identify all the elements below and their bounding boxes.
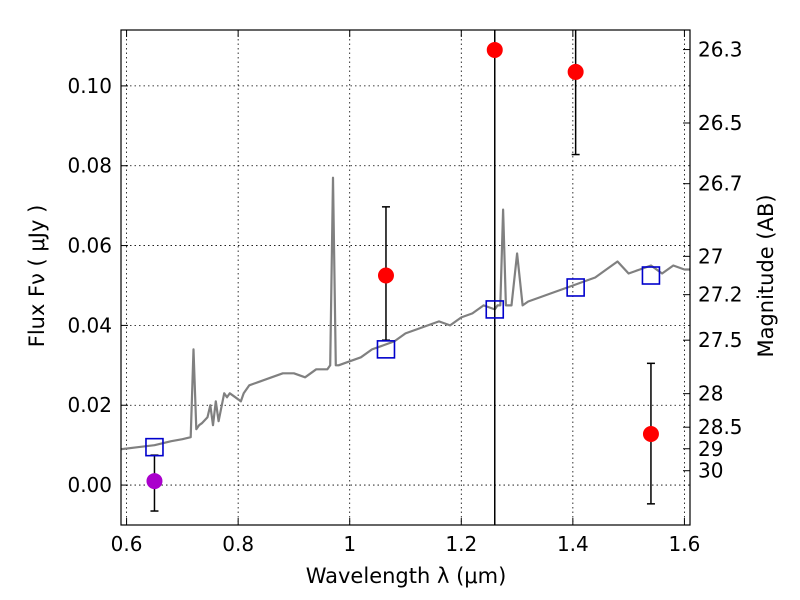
y-axis-label: Flux Fν ( μJy ) [25,205,49,348]
x-tick-label: 1.4 [557,532,589,556]
observed-point-marker [567,63,584,80]
right-tick-label: 28 [698,382,723,406]
y-tick-label: 0.06 [67,234,112,258]
right-axis-label: Magnitude (AB) [754,194,778,357]
x-tick-label: 1 [343,532,356,556]
y-tick-label: 0.00 [67,473,112,497]
x-tick-label: 1.6 [669,532,701,556]
model-square-marker [641,266,661,285]
y-tick-label: 0.02 [67,393,112,417]
right-tick-label: 29 [698,437,723,461]
model-square-marker [145,437,164,457]
right-tick-label: 26.5 [698,111,743,135]
right-tick-label: 30 [698,459,723,483]
right-tick-label: 26.3 [698,38,743,62]
model-spectrum [120,176,690,451]
right-tick-label: 27.5 [698,328,743,352]
y-tick-label: 0.08 [67,154,112,178]
error-bars [150,30,655,525]
model-square-marker [485,300,505,319]
observed-point-marker [377,267,394,284]
axis-ticks: 0.6 0.8 1 1.2 1.4 1.6 0.00 0.02 0.04 0.06 0.08 0.10… [67,30,743,556]
x-tick-label: 0.6 [111,532,143,556]
right-tick-label: 28.5 [698,415,743,439]
x-tick-label: 0.8 [222,532,254,556]
grid-lines [121,30,690,525]
observed-point-marker [486,41,503,58]
y-tick-label: 0.04 [67,313,112,337]
y-tick-label: 0.10 [67,74,112,98]
x-axis-label: Wavelength λ (μm) [306,564,507,588]
data-points [145,41,661,490]
model-square-marker [566,278,585,297]
plot-frame [120,29,691,526]
upper-limit-point-marker [146,473,163,490]
observed-point-marker [642,425,659,442]
x-tick-label: 1.2 [445,532,477,556]
right-tick-label: 26.7 [698,172,743,196]
right-tick-label: 27 [698,244,723,268]
spectrum-line [120,176,690,451]
right-tick-label: 27.2 [698,283,743,307]
model-square-marker [376,340,396,359]
